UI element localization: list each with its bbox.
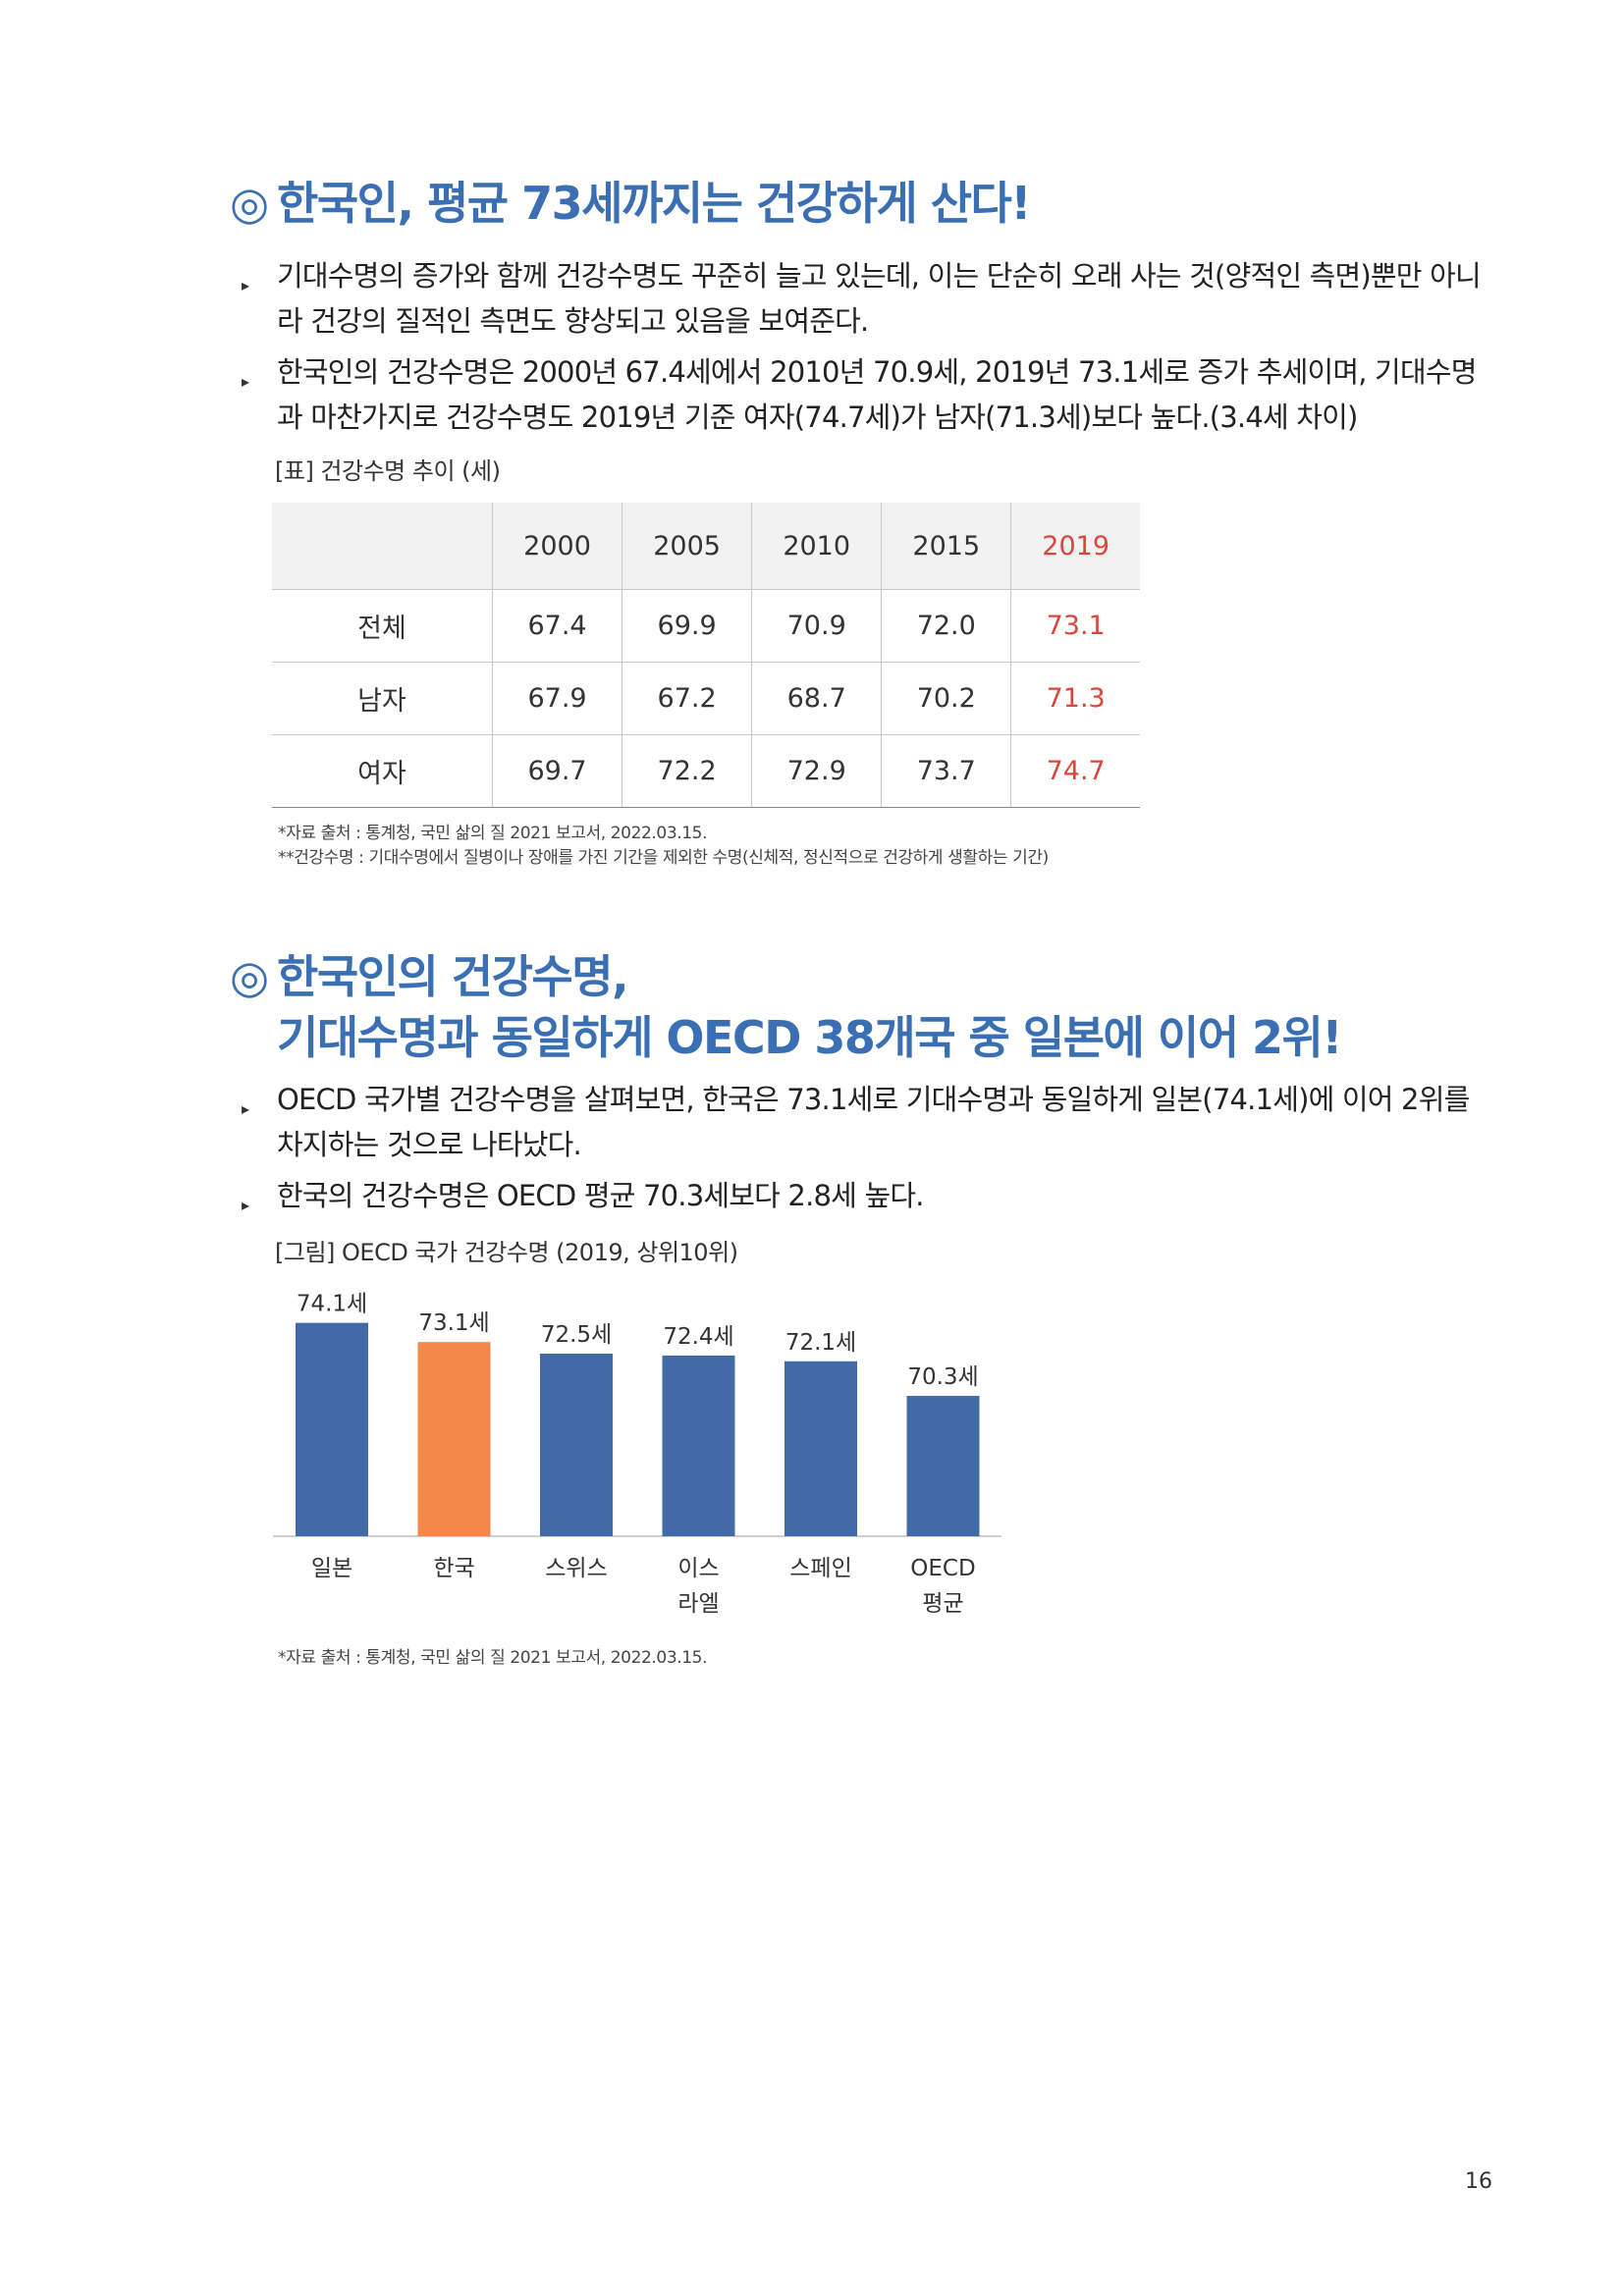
table-cell: 72.2 [622,734,753,808]
section2-heading-line2: 기대수명과 동일하게 OECD 38개국 중 일본에 이어 2위! [277,1011,1342,1064]
bar [906,1396,980,1536]
bar-value-label: 74.1세 [297,1292,367,1317]
section2-heading: ◎ 한국인의 건강수명, 기대수명과 동일하게 OECD 38개국 중 일본에 이… [230,946,1342,1068]
table-cell: 74.7 [1010,734,1140,808]
category-label: 라엘 [677,1591,719,1617]
table-cell: 73.7 [881,734,1012,808]
bullet-triangle-icon: ▸ [242,1099,249,1118]
table-cell: 73.1 [1010,589,1140,663]
table-cell: 67.2 [622,662,753,735]
bar [296,1322,368,1536]
table-row: 남자 67.9 67.2 68.7 70.2 71.3 [272,662,1140,735]
bar [417,1342,491,1536]
list-item: ▸ 기대수명의 증가와 함께 건강수명도 꾸준히 늘고 있는데, 이는 단순히 오… [242,253,1488,344]
bullet-triangle-icon: ▸ [242,276,249,294]
double-circle-icon: ◎ [230,177,269,230]
category-label: OECD [910,1556,975,1581]
bullet-triangle-icon: ▸ [242,372,249,391]
source-note: *자료 출처 : 통계청, 국민 삶의 질 2021 보고서, 2022.03.… [278,824,708,843]
section2-bullet-list: ▸ OECD 국가별 건강수명을 살펴보면, 한국은 73.1세로 기대수명과 동… [242,1077,1488,1224]
section1-heading-text: 한국인, 평균 73세까지는 건강하게 산다! [277,177,1031,230]
section1-heading: ◎ 한국인, 평균 73세까지는 건강하게 산다! [230,173,1031,234]
table-cell: 68.7 [751,662,883,735]
bullet-text: 한국의 건강수명은 OECD 평균 70.3세보다 2.8세 높다. [277,1179,924,1212]
row-label: 남자 [272,662,493,735]
list-item: ▸ 한국인의 건강수명은 2000년 67.4세에서 2010년 70.9세, 2… [242,349,1488,440]
bar [540,1353,613,1536]
page-number: 16 [1465,2169,1492,2194]
list-item: ▸ 한국의 건강수명은 OECD 평균 70.3세보다 2.8세 높다. [242,1173,1488,1218]
bullet-text: 기대수명의 증가와 함께 건강수명도 꾸준히 늘고 있는데, 이는 단순히 오래… [277,259,1482,338]
table-cell: 69.9 [622,589,753,663]
category-label: 스위스 [545,1556,607,1581]
list-item: ▸ OECD 국가별 건강수명을 살펴보면, 한국은 73.1세로 기대수명과 동… [242,1077,1488,1167]
section2-heading-line1: 한국인의 건강수명, [277,950,629,1003]
table-cell: 72.0 [881,589,1012,663]
healthy-life-table: 2000 2005 2010 2015 2019 전체 67.4 69.9 70… [272,503,1140,808]
row-label: 여자 [272,734,493,808]
bar [662,1355,735,1536]
table-header-cell [272,503,493,590]
category-label: 이스 [677,1556,719,1581]
table-header-cell: 2010 [751,503,883,590]
category-label: 일본 [311,1556,352,1581]
table-cell: 70.2 [881,662,1012,735]
table-header-cell: 2019 [1010,503,1140,590]
table-header-row: 2000 2005 2010 2015 2019 [272,503,1140,590]
bar [784,1361,857,1536]
table-cell: 72.9 [751,734,883,808]
table-row: 전체 67.4 69.9 70.9 72.0 73.1 [272,589,1140,663]
bar-value-label: 72.5세 [541,1322,612,1348]
bar-value-label: 72.1세 [785,1330,856,1356]
table-cell: 71.3 [1010,662,1140,735]
table-row: 여자 69.7 72.2 72.9 73.7 74.7 [272,734,1140,808]
bar-value-label: 73.1세 [418,1310,489,1336]
category-label: 스페인 [789,1556,851,1581]
double-circle-icon: ◎ [230,950,269,1003]
chart-caption: [그림] OECD 국가 건강수명 (2019, 상위10위) [275,1239,738,1266]
chart-source-note: *자료 출처 : 통계청, 국민 삶의 질 2021 보고서, 2022.03.… [278,1648,708,1668]
bullet-text: 한국인의 건강수명은 2000년 67.4세에서 2010년 70.9세, 20… [277,355,1477,434]
table-cell: 67.9 [492,662,623,735]
table-header-cell: 2000 [492,503,623,590]
bar-value-label: 72.4세 [663,1324,733,1350]
bullet-text: OECD 국가별 건강수명을 살펴보면, 한국은 73.1세로 기대수명과 동일… [277,1083,1470,1161]
table-header-cell: 2015 [881,503,1012,590]
table-caption: [표] 건강수명 추이 (세) [275,457,501,485]
table-header-cell: 2005 [622,503,753,590]
table-cell: 69.7 [492,734,623,808]
category-label: 평균 [922,1591,963,1617]
bar-value-label: 70.3세 [907,1364,978,1390]
bullet-triangle-icon: ▸ [242,1196,249,1214]
definition-note: **건강수명 : 기대수명에서 질병이나 장애를 가진 기간을 제외한 수명(신… [278,848,1049,868]
table-cell: 70.9 [751,589,883,663]
category-label: 한국 [433,1556,474,1581]
row-label: 전체 [272,589,493,663]
section1-bullet-list: ▸ 기대수명의 증가와 함께 건강수명도 꾸준히 늘고 있는데, 이는 단순히 오… [242,253,1488,446]
table-cell: 67.4 [492,589,623,663]
